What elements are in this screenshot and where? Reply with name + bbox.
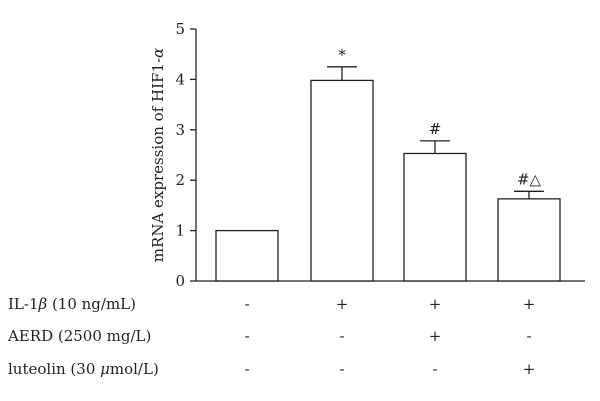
condition-label-part: (10 ng/mL)	[47, 295, 136, 313]
y-axis-label: mRNA expression of HIF1-α	[149, 48, 167, 262]
bar-3	[403, 152, 467, 282]
significance-mark: #	[429, 120, 442, 138]
condition-mark: -	[339, 360, 344, 378]
condition-label-part: luteolin (30	[8, 360, 100, 378]
bar-1	[215, 229, 279, 282]
bar-2	[310, 79, 374, 282]
condition-mark: -	[244, 295, 249, 313]
condition-label: AERD (2500 mg/L)	[7, 327, 151, 345]
condition-label: IL-1β (10 ng/mL)	[8, 295, 136, 313]
condition-mark: -	[526, 327, 531, 345]
y-axis-title-part: mRNA expression of HIF1-	[149, 58, 167, 262]
condition-mark: -	[244, 327, 249, 345]
y-axis-title-part: α	[149, 48, 167, 58]
condition-mark: -	[244, 360, 249, 378]
condition-label-part: μ	[100, 360, 110, 378]
condition-table: IL-1β (10 ng/mL) - + + + AERD (2500 mg/L) - - + -…	[7, 295, 535, 378]
significance-mark: #△	[517, 170, 542, 188]
condition-label-part: mol/L)	[110, 360, 159, 378]
bars: * # #△	[215, 46, 561, 282]
y-tick-label: 3	[175, 121, 185, 139]
y-tick-label: 0	[175, 272, 185, 290]
condition-mark: -	[432, 360, 437, 378]
y-tick-label: 5	[175, 20, 185, 38]
y-tick-label: 2	[175, 171, 185, 189]
condition-label-part: β	[38, 295, 48, 313]
condition-label-part: AERD (2500 mg/L)	[7, 327, 151, 345]
y-tick-label: 1	[175, 222, 185, 240]
condition-mark: -	[339, 327, 344, 345]
condition-mark: +	[429, 327, 442, 345]
condition-mark: +	[523, 360, 536, 378]
significance-mark: *	[338, 46, 346, 64]
condition-mark: +	[523, 295, 536, 313]
condition-label-part: IL-1	[8, 295, 39, 313]
condition-mark: +	[429, 295, 442, 313]
condition-mark: +	[336, 295, 349, 313]
bar-4	[497, 198, 561, 282]
y-tick-label: 4	[175, 70, 185, 88]
y-axis-title: mRNA expression of HIF1-α	[149, 48, 167, 262]
condition-label: luteolin (30 μmol/L)	[8, 360, 159, 378]
